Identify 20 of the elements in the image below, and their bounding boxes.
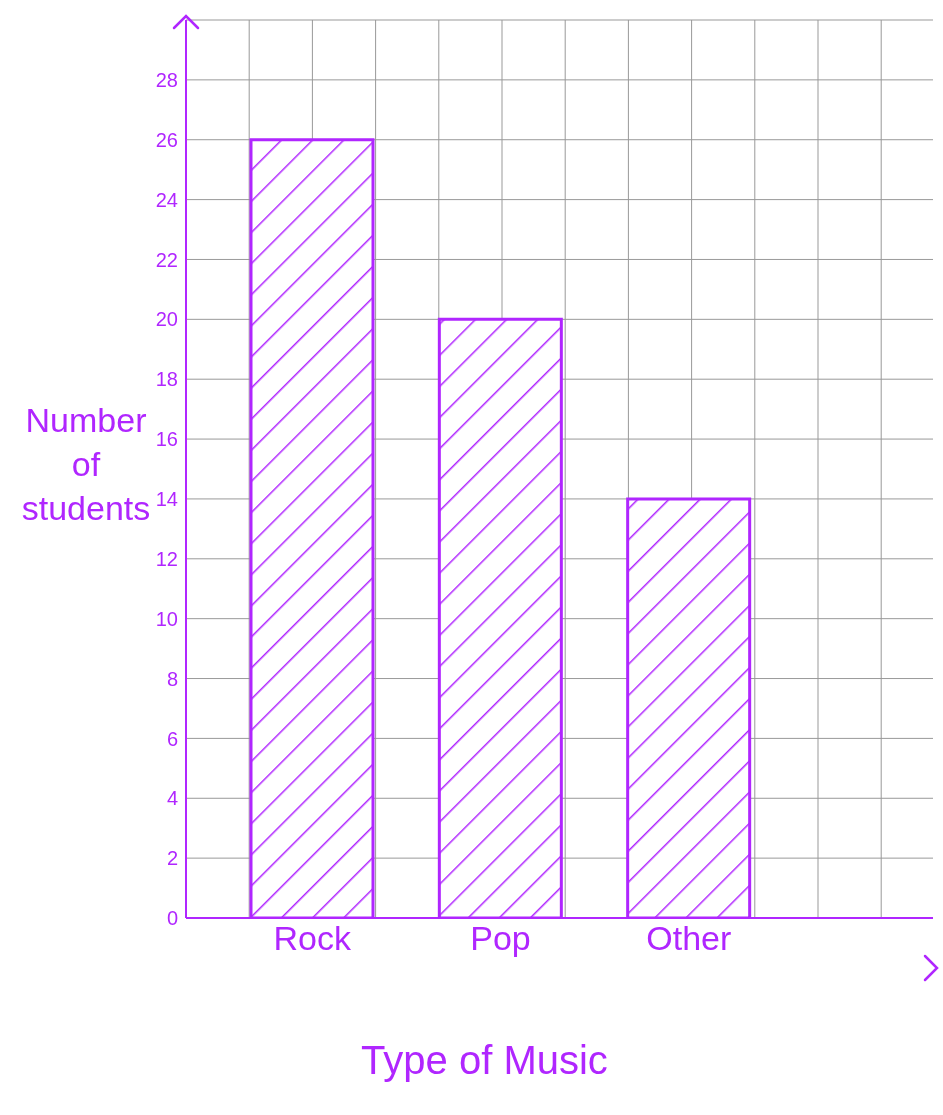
y-tick-label: 12 (155, 547, 178, 570)
y-axis-title: Number of students (20, 400, 152, 530)
y-tick-label: 16 (155, 428, 178, 451)
x-tick-label: Other (646, 919, 732, 958)
x-tick-label: Pop (470, 919, 531, 958)
y-tick-label: 8 (166, 667, 178, 690)
y-tick-label: 2 (166, 847, 178, 870)
y-tick-label: 20 (155, 308, 178, 331)
y-tick-label: 28 (155, 68, 178, 91)
y-tick-label: 26 (155, 128, 178, 151)
y-tick-label: 14 (155, 488, 178, 511)
y-tick-label: 24 (155, 188, 178, 211)
x-axis-title: Type of Music (360, 1038, 609, 1083)
y-tick-label: 22 (155, 248, 178, 271)
y-tick-label: 18 (155, 368, 178, 391)
y-tick-label: 0 (166, 907, 178, 930)
y-tick-label: 4 (166, 787, 178, 810)
y-tick-label: 10 (155, 607, 178, 630)
y-tick-label: 6 (166, 727, 178, 750)
x-tick-label: Rock (273, 919, 352, 958)
